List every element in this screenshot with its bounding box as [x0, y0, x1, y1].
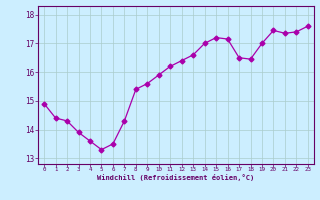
X-axis label: Windchill (Refroidissement éolien,°C): Windchill (Refroidissement éolien,°C): [97, 174, 255, 181]
